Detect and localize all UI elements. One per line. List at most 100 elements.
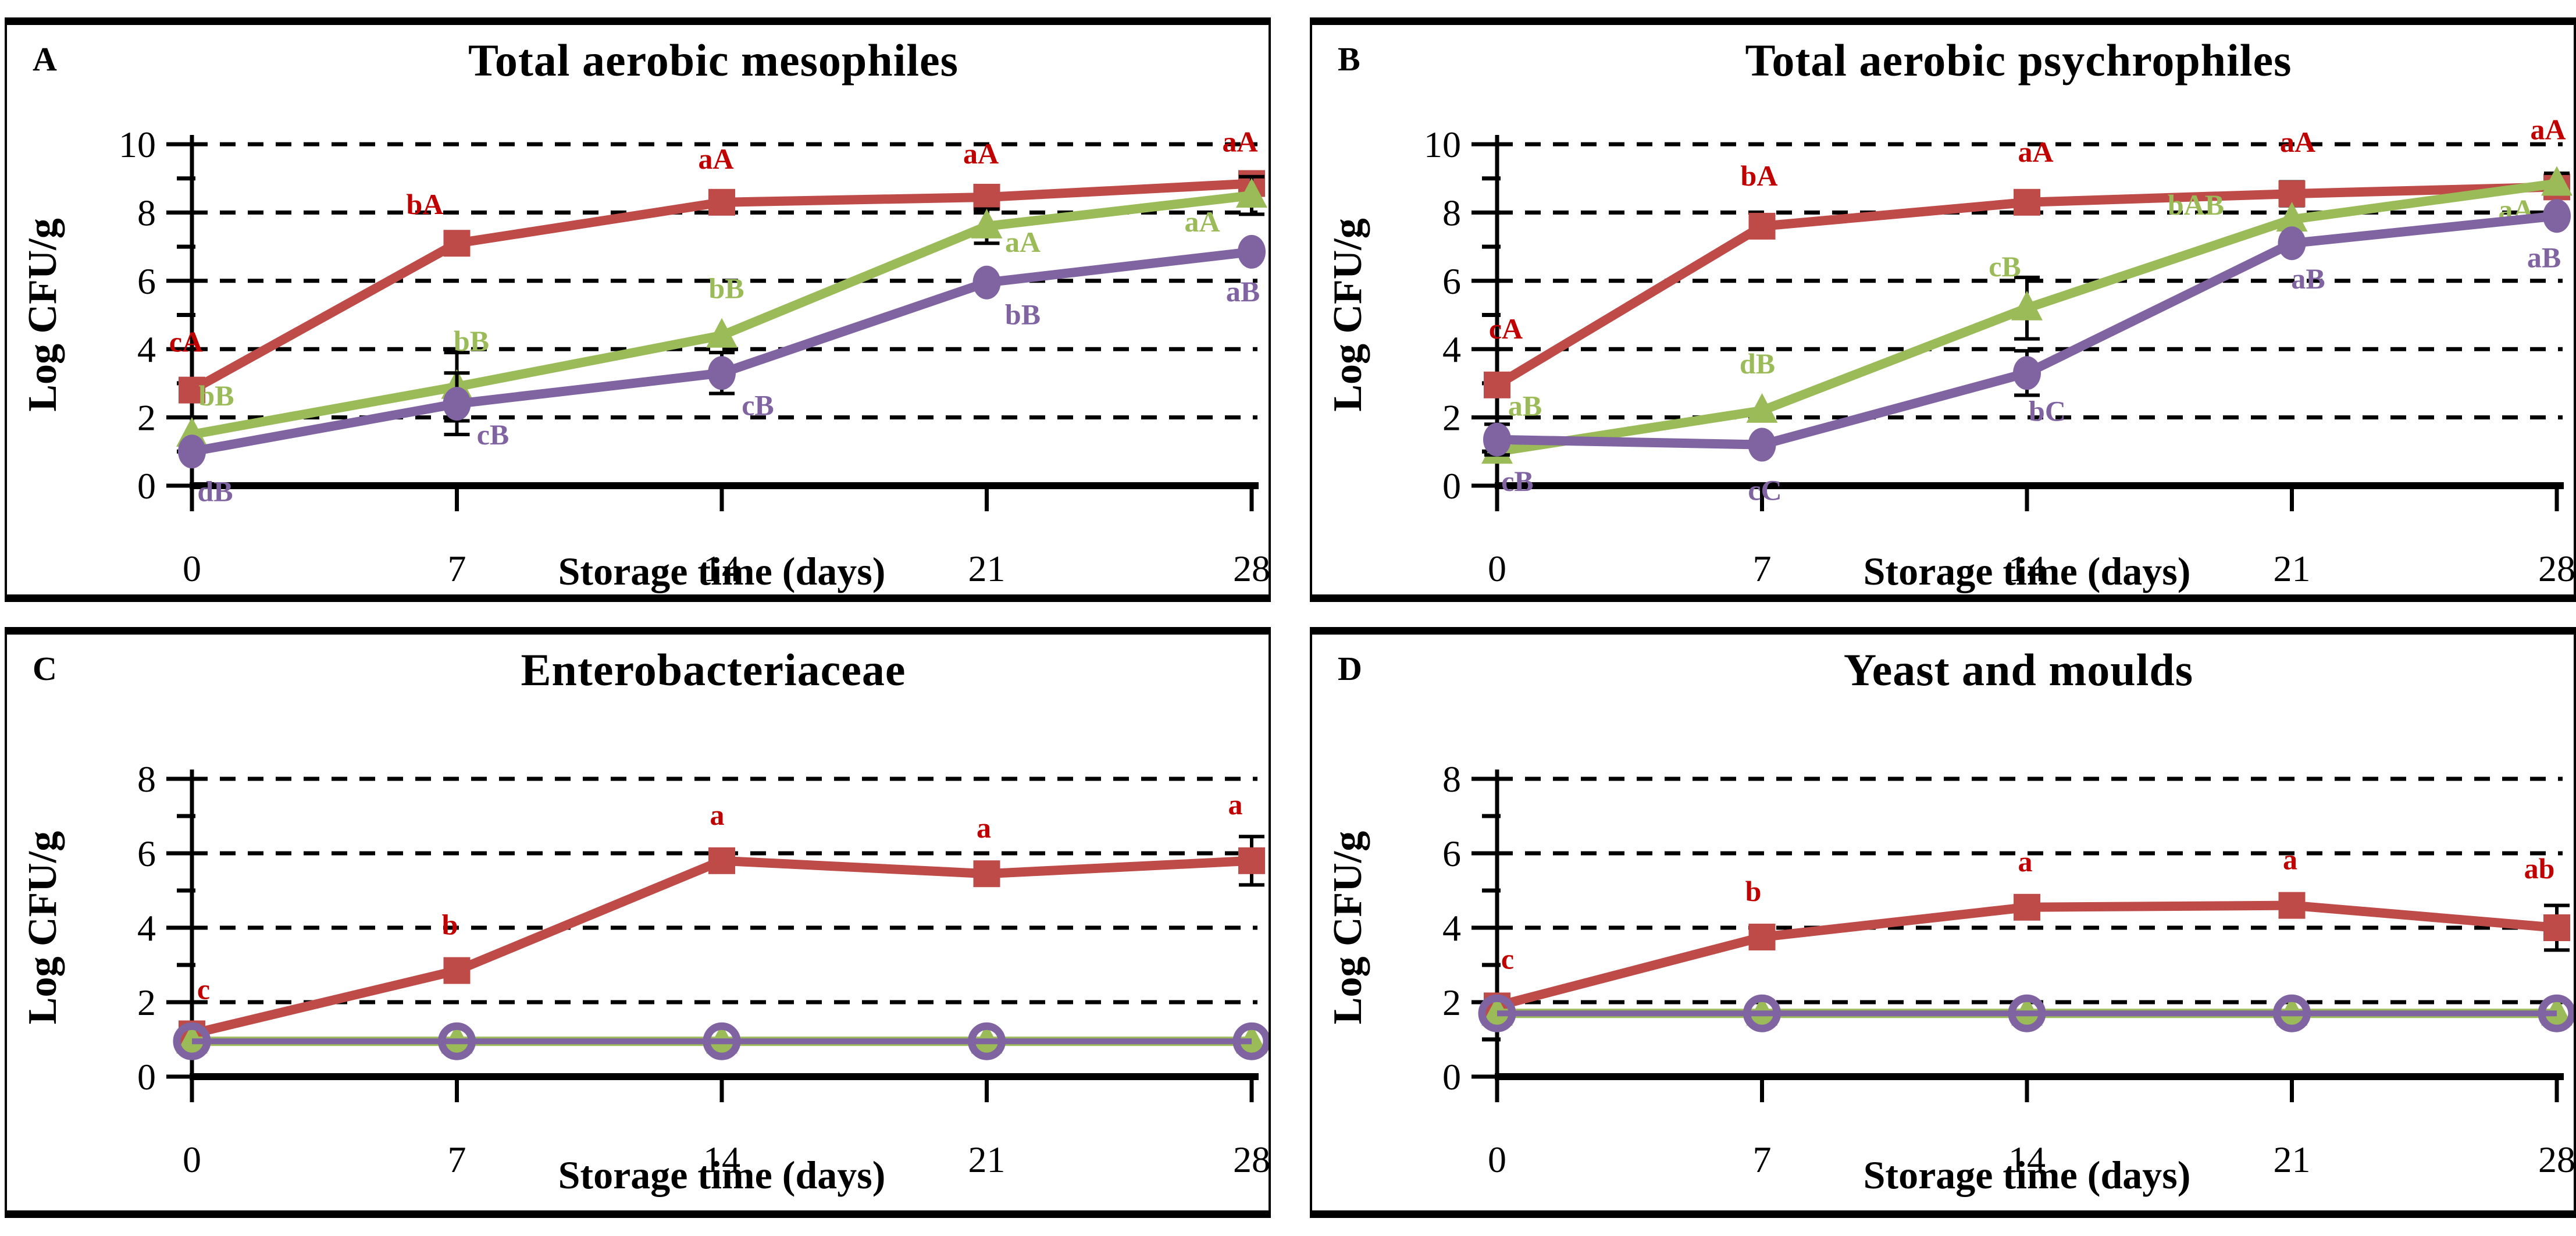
svg-text:aB: aB [2291,262,2325,295]
svg-text:6: 6 [1442,833,1461,874]
svg-text:a: a [710,799,725,831]
svg-text:bB: bB [454,325,489,357]
svg-text:aA: aA [2530,113,2566,145]
panel-B-chart: 0 2 4 6 8 10 0 7 14 21 28 Log CFU/g Storage time (da… [1326,113,2574,593]
svg-text:0: 0 [183,1139,201,1180]
svg-text:aA: aA [2018,136,2053,168]
svg-text:28: 28 [2538,1139,2574,1180]
svg-text:7: 7 [448,1139,466,1180]
svg-text:aB: aB [2527,241,2561,273]
panel-B: B Total aerobic psychrophiles 0 2 4 6 8 10 0 7 1… [1310,17,2576,602]
panel-title-A: Total aerobic mesophiles [468,35,959,86]
svg-text:0: 0 [183,548,201,589]
svg-text:aA: aA [2280,126,2315,158]
svg-text:4: 4 [137,329,156,370]
svg-text:0: 0 [1442,465,1461,507]
svg-text:aA: aA [1184,205,1220,238]
svg-text:8: 8 [1442,758,1461,800]
svg-text:aA: aA [1005,226,1041,258]
panel-C-chart: 0 2 4 6 8 0 7 14 21 28 Log CFU/g Storage time (days… [20,758,1269,1197]
panel-A-chart: 0 2 4 6 8 10 0 7 14 21 28 Log CFU/g Storage time (da… [20,124,1269,593]
svg-text:4: 4 [1442,329,1461,370]
panel-letter-D: D [1338,650,1362,688]
svg-text:aA: aA [1222,126,1257,158]
panel-letter-C: C [33,650,57,688]
svg-text:bA: bA [407,188,444,220]
svg-text:7: 7 [1753,548,1772,589]
svg-text:bB: bB [1005,298,1041,331]
svg-text:10: 10 [119,124,156,165]
svg-text:14: 14 [2008,1139,2046,1180]
svg-text:21: 21 [968,548,1006,589]
svg-text:a: a [977,811,991,844]
svg-text:4: 4 [137,907,156,949]
svg-text:bB: bB [708,272,744,305]
svg-text:bC: bC [2029,394,2066,427]
svg-text:aA: aA [963,137,999,170]
svg-text:bAB: bAB [2168,188,2224,221]
svg-text:c: c [1501,942,1514,975]
svg-text:Log CFU/g: Log CFU/g [1326,831,1370,1025]
panel-A: A Total aerobic mesophiles 0 2 4 6 8 10 0 7 14 21… [5,17,1271,602]
panel-letter-B: B [1338,40,1360,78]
svg-text:Storage time (days): Storage time (days) [1864,1153,2191,1197]
svg-text:14: 14 [703,548,740,589]
svg-text:6: 6 [1442,261,1461,302]
svg-text:cB: cB [742,389,774,421]
svg-text:bA: bA [1741,159,1778,192]
svg-text:14: 14 [2008,548,2046,589]
panel-D-chart: 0 2 4 6 8 0 7 14 21 28 Log CFU/g Storage time (days… [1326,758,2574,1197]
svg-text:cC: cC [1748,474,1782,507]
svg-text:aB: aB [1226,275,1260,308]
svg-text:cA: cA [169,326,203,358]
svg-text:4: 4 [1442,907,1461,949]
svg-text:cB: cB [1989,250,2021,283]
svg-text:28: 28 [1233,1139,1269,1180]
panel-title-C: Enterobacteriaceae [521,644,906,695]
svg-text:cB: cB [1501,465,1534,497]
svg-text:cA: cA [1489,312,1523,345]
svg-text:2: 2 [137,397,156,439]
svg-text:21: 21 [2274,1139,2311,1180]
svg-text:dB: dB [197,475,233,507]
svg-text:b: b [442,909,458,941]
svg-text:a: a [2283,843,2297,876]
svg-text:0: 0 [1488,548,1506,589]
svg-text:b: b [1745,875,1762,907]
panel-D: D Yeast and moulds 0 2 4 6 8 0 7 14 21 28 Log CFU/… [1310,627,2576,1218]
svg-text:2: 2 [1442,982,1461,1023]
svg-text:0: 0 [1488,1139,1506,1180]
panel-letter-A: A [33,40,57,78]
svg-text:a: a [2018,845,2033,878]
svg-text:8: 8 [137,758,156,800]
svg-text:Storage time (days): Storage time (days) [1864,549,2191,593]
panel-title-D: Yeast and moulds [1843,644,2194,695]
svg-text:ab: ab [2524,852,2555,885]
svg-text:cB: cB [477,418,510,451]
svg-text:28: 28 [2538,548,2574,589]
svg-text:Log CFU/g: Log CFU/g [1326,218,1370,412]
svg-text:a: a [1228,788,1243,821]
svg-text:0: 0 [1442,1056,1461,1098]
svg-text:bB: bB [198,379,234,412]
svg-text:21: 21 [968,1139,1006,1180]
svg-text:7: 7 [448,548,466,589]
svg-text:7: 7 [1753,1139,1772,1180]
svg-text:Log CFU/g: Log CFU/g [20,831,65,1025]
svg-text:6: 6 [137,833,156,874]
panel-title-B: Total aerobic psychrophiles [1745,35,2292,86]
svg-text:8: 8 [137,192,156,233]
svg-text:2: 2 [137,982,156,1023]
svg-text:c: c [197,973,210,1005]
panel-C: C Enterobacteriaceae 0 2 4 6 8 0 7 14 21 28 Log CF… [5,627,1271,1218]
svg-text:10: 10 [1424,124,1461,165]
svg-text:Log CFU/g: Log CFU/g [20,218,65,412]
svg-text:8: 8 [1442,192,1461,233]
svg-text:28: 28 [1233,548,1269,589]
svg-text:0: 0 [137,465,156,507]
svg-text:Storage time (days): Storage time (days) [558,549,886,593]
svg-text:Storage time (days): Storage time (days) [558,1153,886,1197]
svg-text:dB: dB [1740,347,1775,380]
svg-text:aA: aA [698,143,733,175]
